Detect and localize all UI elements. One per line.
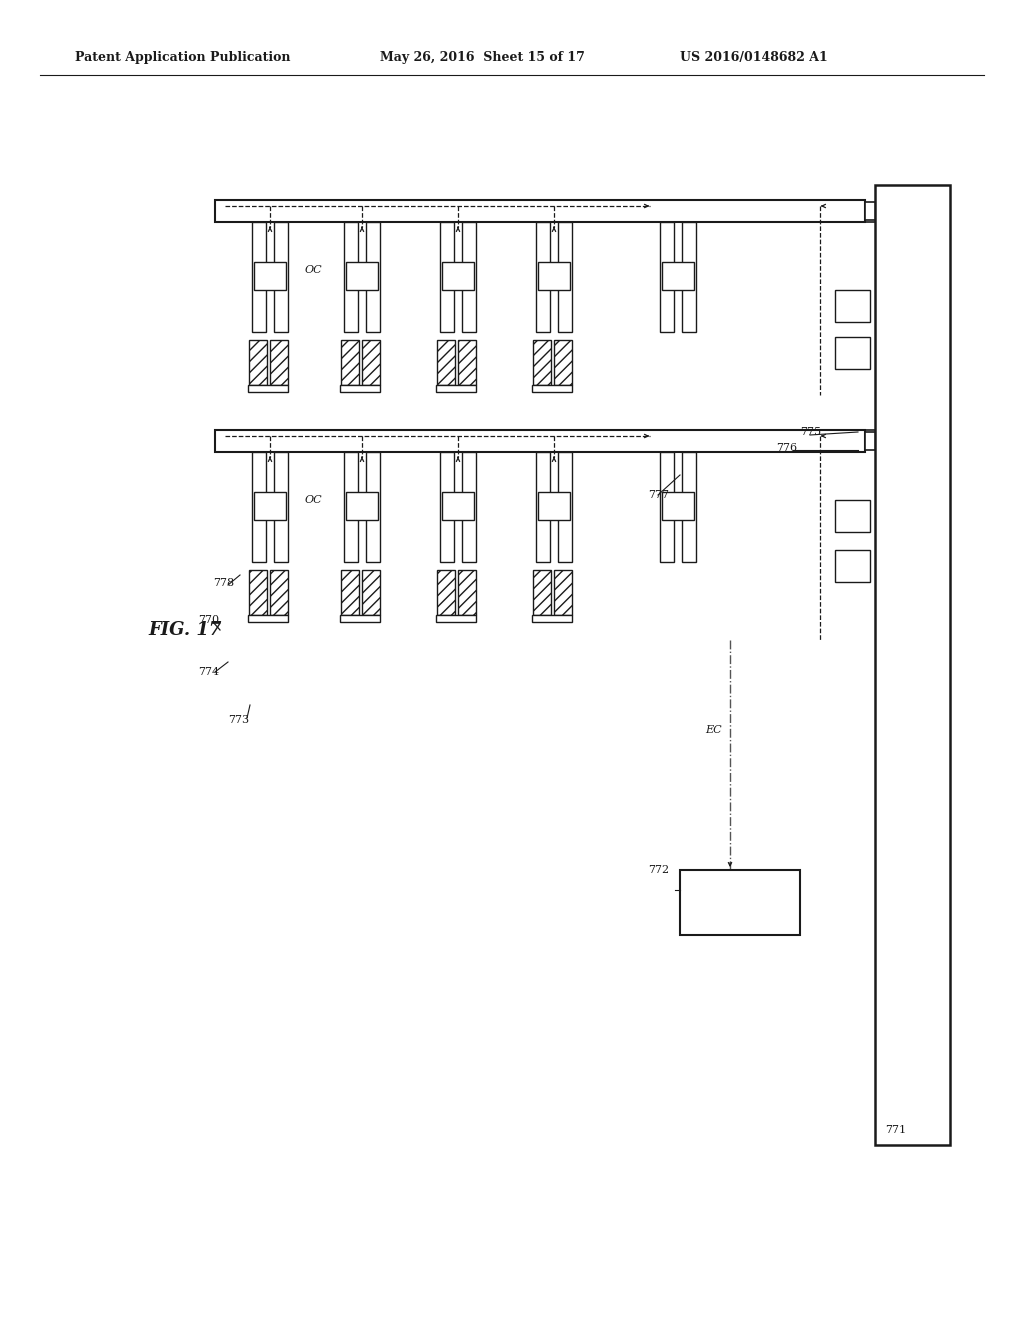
Bar (532, 615, 572, 622)
Bar (865, 202, 874, 220)
Bar (436, 615, 476, 622)
Bar (248, 615, 288, 622)
Bar (366, 222, 380, 333)
Bar (274, 451, 288, 562)
Bar (442, 492, 474, 520)
Text: May 26, 2016  Sheet 15 of 17: May 26, 2016 Sheet 15 of 17 (380, 51, 585, 65)
Bar (437, 341, 455, 385)
Bar (874, 185, 950, 1144)
Bar (462, 451, 476, 562)
Bar (682, 222, 696, 333)
Bar (680, 870, 800, 935)
Bar (554, 341, 572, 385)
Text: 772: 772 (648, 865, 669, 875)
Bar (341, 570, 359, 615)
Bar (662, 261, 694, 290)
Bar (662, 492, 694, 520)
Bar (249, 570, 267, 615)
Text: US 2016/0148682 A1: US 2016/0148682 A1 (680, 51, 827, 65)
Bar (346, 261, 378, 290)
Text: 775: 775 (800, 426, 821, 437)
Bar (270, 341, 288, 385)
Bar (534, 341, 551, 385)
Bar (558, 222, 572, 333)
Text: EC: EC (705, 725, 722, 735)
Bar (340, 615, 380, 622)
Bar (344, 222, 358, 333)
Bar (532, 385, 572, 392)
Bar (254, 492, 286, 520)
Bar (440, 222, 454, 333)
Bar (215, 430, 865, 451)
Bar (436, 385, 476, 392)
Bar (462, 222, 476, 333)
Bar (215, 201, 865, 222)
Bar (458, 570, 476, 615)
Bar (554, 570, 572, 615)
Bar (534, 570, 551, 615)
Bar (344, 451, 358, 562)
Bar (538, 261, 570, 290)
Bar (340, 385, 380, 392)
Bar (440, 451, 454, 562)
Bar (437, 570, 455, 615)
Bar (249, 341, 267, 385)
Bar (341, 341, 359, 385)
Bar (270, 570, 288, 615)
Bar (252, 222, 266, 333)
Bar (835, 550, 870, 582)
Text: FIG. 17: FIG. 17 (148, 620, 221, 639)
Bar (538, 492, 570, 520)
Bar (660, 451, 674, 562)
Bar (362, 570, 380, 615)
Text: 777: 777 (648, 490, 669, 500)
Bar (558, 451, 572, 562)
Bar (274, 222, 288, 333)
Bar (362, 341, 380, 385)
Text: 778: 778 (213, 578, 234, 587)
Bar (536, 451, 550, 562)
Text: Patent Application Publication: Patent Application Publication (75, 51, 291, 65)
Bar (835, 500, 870, 532)
Text: 774: 774 (198, 667, 219, 677)
Bar (442, 261, 474, 290)
Bar (682, 451, 696, 562)
Bar (248, 385, 288, 392)
Text: 776: 776 (776, 444, 797, 453)
Bar (536, 222, 550, 333)
Text: 770: 770 (198, 615, 219, 624)
Bar (346, 492, 378, 520)
Bar (254, 261, 286, 290)
Text: OC: OC (305, 265, 323, 275)
Bar (835, 337, 870, 370)
Bar (252, 451, 266, 562)
Bar (366, 451, 380, 562)
Text: 773: 773 (228, 715, 249, 725)
Text: 771: 771 (885, 1125, 906, 1135)
Bar (458, 341, 476, 385)
Bar (660, 222, 674, 333)
Bar (835, 290, 870, 322)
Text: OC: OC (305, 495, 323, 506)
Bar (865, 432, 874, 450)
